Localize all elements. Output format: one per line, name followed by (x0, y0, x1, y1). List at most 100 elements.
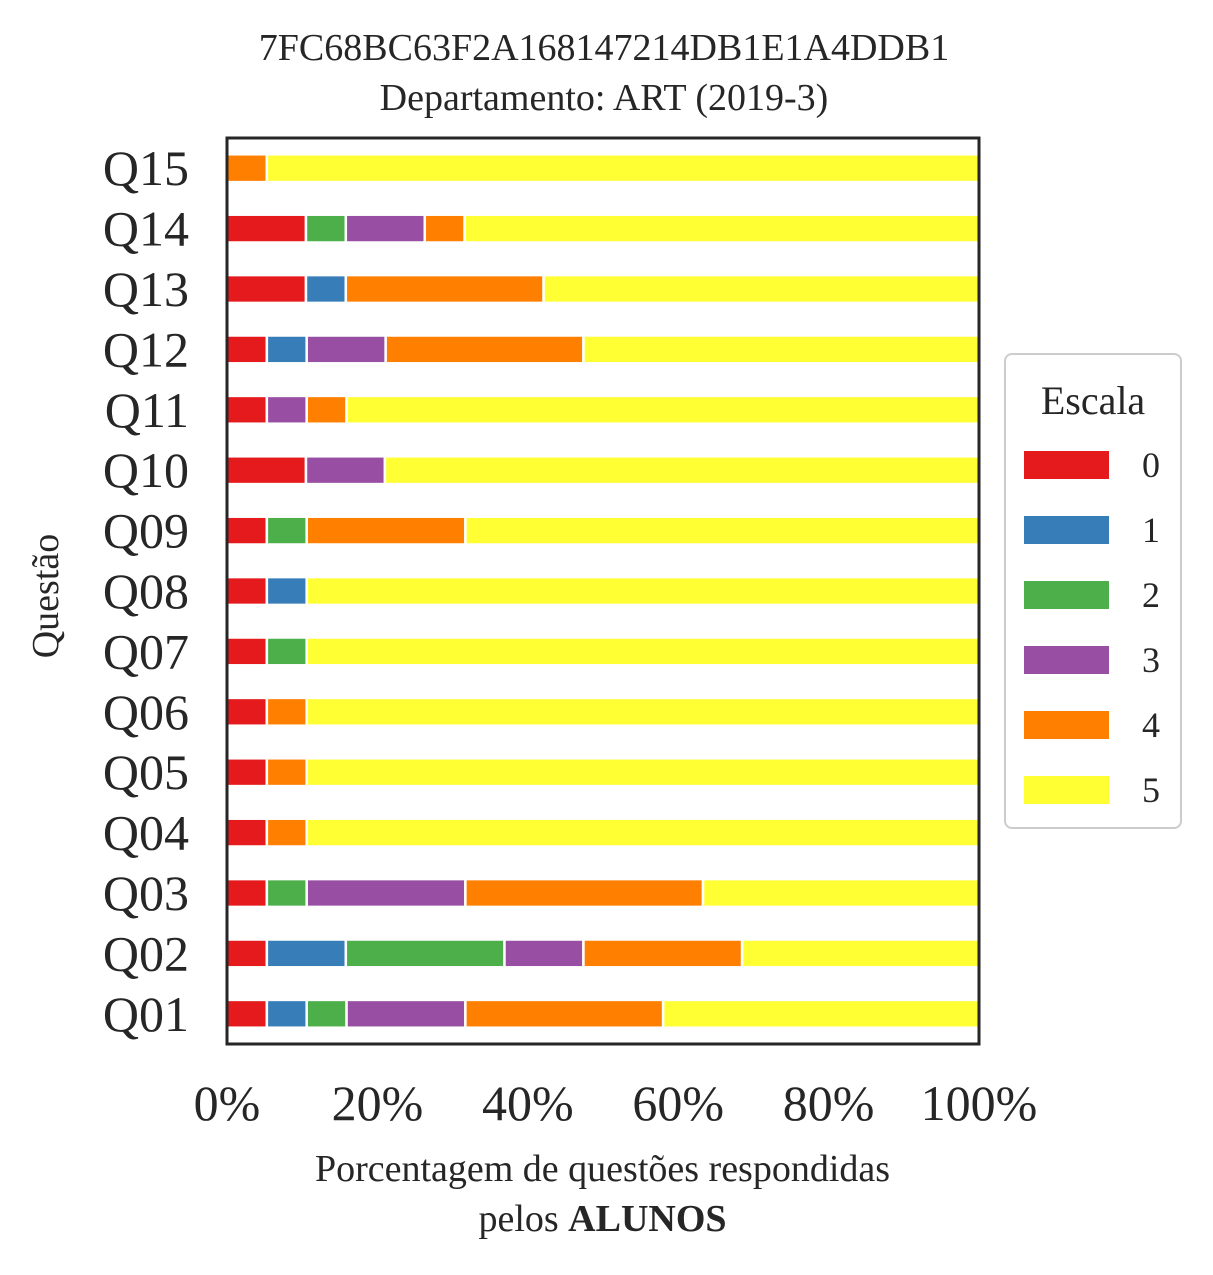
bar-q08-scale-0 (225, 575, 269, 607)
bar-q10-scale-5 (383, 455, 981, 486)
bar-q01-scale-1 (265, 998, 308, 1029)
bar-q14-scale-2 (304, 213, 348, 244)
y-tick-label: Q02 (103, 925, 189, 981)
chart-subtitle: Departamento: ART (2019-3) (379, 77, 829, 119)
bar-q11-scale-5 (345, 394, 981, 425)
bar-q02-scale-5 (740, 938, 981, 969)
y-tick-label: Q09 (103, 503, 189, 559)
bar-q03-scale-0 (225, 877, 269, 909)
x-axis-label-prefix: pelos (478, 1198, 569, 1240)
x-tick-label: 60% (632, 1075, 724, 1131)
bar-q11-scale-0 (225, 394, 269, 425)
y-tick-label: Q15 (103, 140, 189, 196)
bar-q01-scale-3 (345, 998, 467, 1029)
bar-q02-scale-2 (344, 938, 506, 969)
bar-q14-scale-5 (463, 213, 981, 244)
legend-label: 0 (1142, 445, 1160, 485)
legend-swatch (1024, 516, 1109, 544)
legend-item-4: 4 (1022, 705, 1172, 745)
legend-label: 3 (1142, 640, 1160, 680)
bar-q02-scale-0 (225, 938, 269, 969)
bar-q02-scale-4 (582, 938, 744, 969)
bar-q01-scale-4 (464, 998, 665, 1029)
bar-q12-scale-5 (582, 334, 981, 365)
y-tick-label: Q08 (103, 563, 189, 619)
chart-title: 7FC68BC63F2A168147214DB1E1A4DDB1 (258, 27, 950, 69)
bar-q09-scale-0 (225, 515, 269, 546)
bar-q04-scale-4 (265, 817, 308, 848)
bar-q11-scale-3 (265, 394, 308, 425)
bar-q13-scale-4 (344, 273, 545, 305)
bar-q14-scale-3 (344, 213, 427, 244)
bar-q05-scale-0 (225, 757, 269, 788)
legend-swatch (1024, 646, 1109, 674)
legend-item-0: 0 (1022, 445, 1172, 485)
bar-q15-scale-4 (225, 153, 269, 184)
bar-q07-scale-2 (265, 636, 308, 667)
y-tick-label: Q14 (103, 201, 189, 257)
bar-q13-scale-1 (304, 273, 348, 305)
x-tick-label: 80% (783, 1075, 875, 1131)
bar-q08-scale-5 (305, 575, 981, 607)
x-tick-label: 0% (194, 1075, 261, 1131)
legend-item-2: 2 (1022, 575, 1172, 615)
bar-q14-scale-4 (423, 213, 466, 244)
bar-q12-scale-0 (225, 334, 269, 365)
bar-q04-scale-0 (225, 817, 269, 848)
bar-q09-scale-5 (464, 515, 981, 546)
bar-q07-scale-5 (305, 636, 981, 667)
bar-q12-scale-4 (384, 334, 585, 365)
y-tick-label: Q10 (103, 442, 189, 498)
y-tick-label: Q03 (103, 865, 189, 921)
y-axis-label: Questão (25, 533, 67, 659)
bar-q09-scale-2 (265, 515, 308, 546)
x-axis-label-line1: Porcentagem de questões respondidas (314, 1148, 891, 1190)
legend-item-1: 1 (1022, 510, 1172, 550)
bar-q03-scale-2 (265, 877, 308, 909)
legend-label: 2 (1142, 575, 1160, 615)
x-tick-label: 20% (332, 1075, 424, 1131)
bar-q07-scale-0 (225, 636, 269, 667)
legend-label: 4 (1142, 705, 1160, 745)
y-tick-label: Q12 (103, 321, 189, 377)
bar-q12-scale-1 (265, 334, 308, 365)
bar-q10-scale-3 (304, 455, 387, 486)
bar-q03-scale-5 (701, 877, 981, 909)
bar-q09-scale-4 (305, 515, 467, 546)
bar-q08-scale-1 (265, 575, 308, 607)
legend-item-5: 5 (1022, 770, 1172, 810)
bar-q02-scale-1 (265, 938, 348, 969)
bar-q13-scale-5 (542, 273, 981, 305)
bar-q05-scale-4 (265, 757, 308, 788)
legend-title: Escala (1040, 378, 1146, 423)
y-tick-label: Q04 (103, 805, 189, 861)
x-tick-label: 100% (921, 1075, 1038, 1131)
y-tick-label: Q05 (103, 744, 189, 800)
y-tick-label: Q06 (103, 684, 189, 740)
y-tick-label: Q11 (105, 382, 189, 438)
legend-swatch (1024, 711, 1109, 739)
bar-q10-scale-0 (225, 455, 308, 486)
bar-q06-scale-5 (305, 696, 981, 727)
x-axis-label-line2: pelos ALUNOS (150, 1195, 1055, 1243)
y-tick-label: Q07 (103, 623, 189, 679)
bar-q14-scale-0 (225, 213, 308, 244)
legend-label: 1 (1142, 510, 1160, 550)
legend-item-3: 3 (1022, 640, 1172, 680)
legend-label: 5 (1142, 770, 1160, 810)
bar-q04-scale-5 (305, 817, 981, 848)
bar-q06-scale-0 (225, 696, 269, 727)
y-tick-label: Q01 (103, 986, 189, 1042)
bar-q15-scale-5 (265, 153, 981, 184)
legend: Escala 0 1 2 3 4 5 (1004, 353, 1182, 829)
bar-q01-scale-0 (225, 998, 269, 1029)
legend-swatch (1024, 776, 1109, 804)
bar-q11-scale-4 (305, 394, 348, 425)
bar-q01-scale-5 (661, 998, 981, 1029)
bar-q12-scale-3 (305, 334, 387, 365)
bar-q01-scale-2 (305, 998, 348, 1029)
legend-swatch (1024, 451, 1109, 479)
bar-q03-scale-4 (464, 877, 705, 909)
bar-q06-scale-4 (265, 696, 308, 727)
